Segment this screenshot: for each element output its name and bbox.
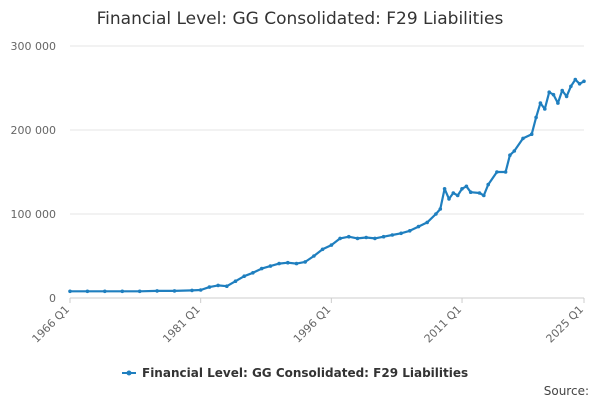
data-point [416,224,421,229]
data-point [551,92,556,97]
data-point [172,289,177,293]
data-point [434,212,438,216]
data-point [464,184,469,189]
data-point [347,234,351,239]
data-point [373,236,377,241]
data-point [460,187,464,191]
data-point [216,283,220,288]
data-point [538,101,543,105]
data-point [155,289,159,293]
data-point [482,193,486,198]
source-label: Source: [544,384,589,398]
data-point [451,191,456,195]
data-point [495,170,499,174]
data-point [455,193,460,198]
data-point [381,234,386,239]
data-point [294,261,299,266]
data-point [521,136,525,141]
legend-swatch-marker [126,370,132,376]
data-point [338,236,342,241]
x-tick-label: 1996 Q1 [291,303,334,346]
data-point [425,220,430,225]
data-point [286,260,290,265]
x-tick-label: 1981 Q1 [160,303,203,346]
x-tick-labels: 1966 Q1 1981 Q1 1996 Q1 2011 Q1 2025 Q1 [30,298,587,346]
y-tick-label: 0 [49,292,56,305]
chart-title: Financial Level: GG Consolidated: F29 Li… [97,9,504,29]
data-point [242,274,246,279]
data-point [268,264,273,268]
y-tick-labels: 0 100 000 200 000 300 000 [11,40,57,305]
data-point [225,284,229,289]
data-point [399,231,403,236]
data-point [329,243,334,247]
data-point [560,88,564,93]
data-point [303,260,308,264]
data-point [529,132,534,136]
data-point [447,197,451,201]
data-point [103,289,107,294]
data-point [512,149,517,153]
data-point [477,191,482,195]
y-tick-label: 300 000 [11,40,57,53]
x-tick-label: 2011 Q1 [422,303,465,346]
data-point [486,182,491,187]
data-point [251,271,255,275]
data-point [438,207,443,211]
data-point [556,101,560,105]
data-point [582,79,586,84]
data-point [120,289,125,294]
data-point [468,190,473,194]
legend-label: Financial Level: GG Consolidated: F29 Li… [142,366,468,380]
data-point [312,254,316,258]
data-point [320,247,325,252]
series-line [70,78,585,293]
data-point [503,170,508,174]
data-point [190,288,194,293]
legend[interactable]: Financial Level: GG Consolidated: F29 Li… [122,366,468,380]
data-point [508,153,512,157]
x-tick-label: 2025 Q1 [544,303,587,346]
data-point [198,288,203,292]
data-point [573,77,578,82]
x-tick-label: 1966 Q1 [30,303,73,346]
data-point [569,84,573,89]
data-point [364,235,369,240]
data-point [207,285,212,289]
series-points [68,77,586,294]
data-point [277,261,281,266]
data-point [137,289,142,294]
data-point [534,115,538,120]
data-point [543,107,547,111]
data-point [259,266,264,271]
data-point [564,94,569,99]
data-point [68,289,72,294]
data-point [390,233,395,237]
data-point [547,90,551,94]
y-tick-label: 100 000 [11,208,57,221]
data-point [408,229,412,233]
data-point [577,82,582,86]
data-point [233,279,238,284]
y-tick-label: 200 000 [11,124,57,137]
data-point [355,236,360,241]
data-point [442,187,447,191]
data-point [85,289,90,294]
